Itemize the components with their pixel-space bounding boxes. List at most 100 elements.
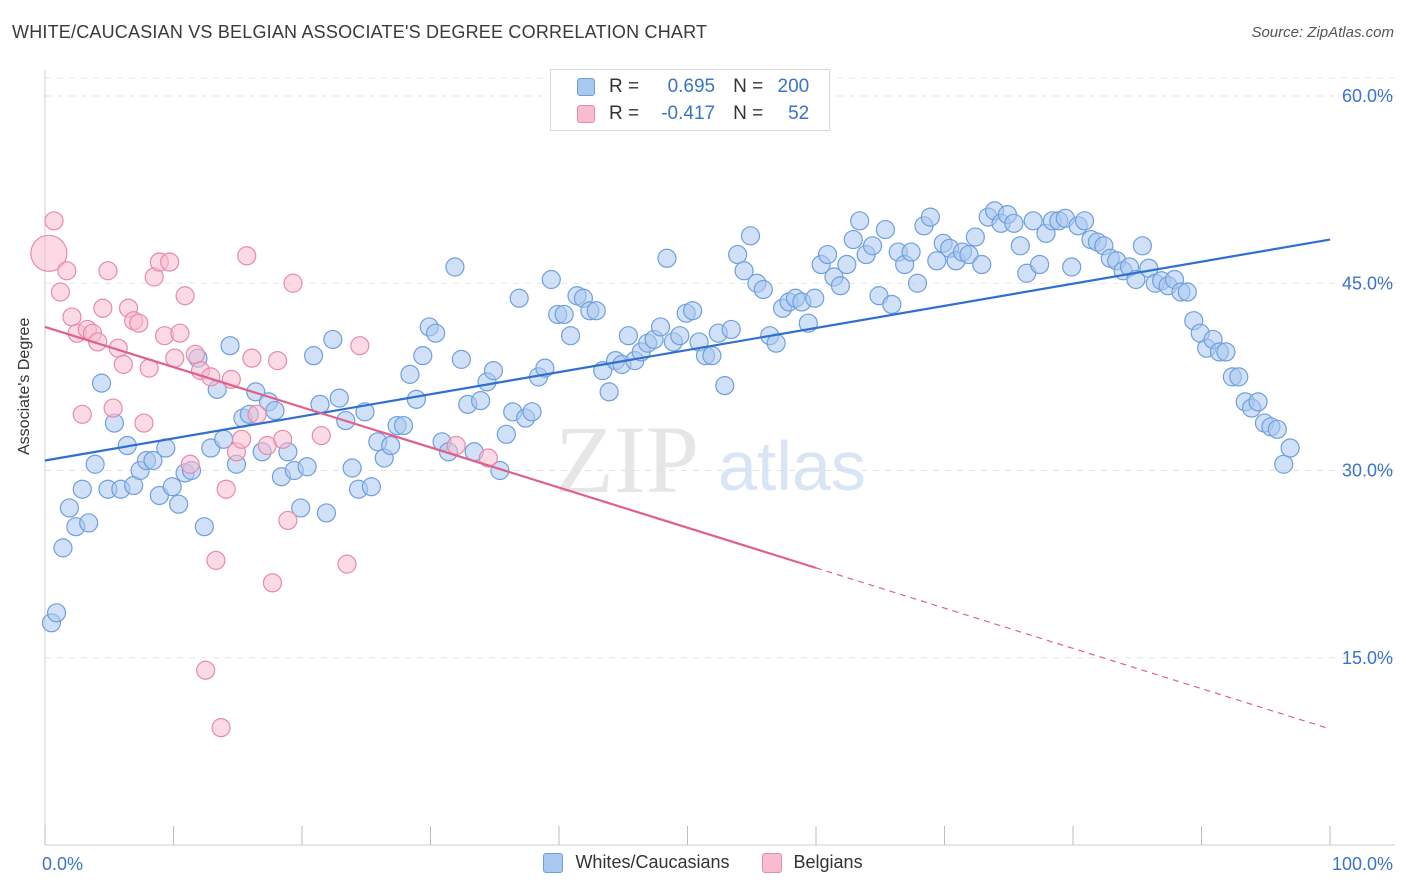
trend-line-belgians-extrapolated [815,567,1331,730]
watermark-atlas: atlas [718,427,866,505]
legend-label-belgians: Belgians [793,852,863,872]
legend-swatch-belgians [761,852,782,873]
white-point [1248,392,1268,412]
belgian-point [134,413,154,433]
belgian-point [267,351,288,371]
white-point [265,400,285,421]
white-point [650,317,671,337]
white-point [1132,236,1152,256]
belgian-point [350,336,370,356]
legend-swatch-belgians [577,105,595,123]
white-point [837,254,857,275]
white-point [702,346,722,366]
white-point [1029,254,1050,275]
belgian-point [88,332,108,352]
white-point [143,450,163,471]
belgian-point [196,660,216,680]
belgian-point [180,454,200,474]
white-point [920,207,940,227]
white-point [361,477,381,497]
white-point [586,301,606,321]
belgian-point [175,286,195,306]
white-point [413,346,433,366]
white-point [1274,454,1294,474]
white-point [721,319,741,340]
belgian-point [206,550,226,570]
white-point [445,257,465,277]
white-point [53,538,73,558]
legend-n-label: N = [733,76,764,97]
white-point [400,364,420,384]
y-tick-label: 45.0% [1342,273,1393,293]
white-point [927,251,947,271]
white-point [1126,269,1146,290]
white-point [901,242,921,262]
white-point [220,336,240,356]
white-point [79,513,99,533]
white-point [522,402,542,422]
belgian-point [30,234,68,272]
white-point [406,389,426,409]
white-point [490,460,510,481]
white-point [618,326,638,346]
white-point [753,279,773,300]
belgian-point [62,307,82,327]
white-point [483,361,504,381]
belgian-point [311,425,331,446]
legend-n-value: 200 [777,76,810,97]
trend-line-whites [44,238,1331,462]
legend-swatch-whites [577,78,595,96]
belgian-point [72,404,92,424]
white-point [535,358,555,378]
white-point [740,226,761,246]
belgian-point [232,429,252,449]
belgian-point [129,313,149,333]
white-point [1229,367,1249,387]
white-point [303,346,324,366]
legend-r-label: R = [609,103,640,124]
white-point [817,244,838,265]
belgian-point [57,261,77,281]
belgian-point [103,398,123,418]
white-point [1004,213,1024,233]
white-point [169,494,189,514]
legend-r-label: R = [609,76,640,97]
white-point [805,288,825,308]
belgian-point [262,573,283,593]
white-point [1062,257,1082,277]
x-tick-label: 0.0% [42,854,83,874]
white-point [1216,342,1236,362]
legend-n-value: 52 [788,103,810,124]
y-tick-label: 60.0% [1342,86,1393,106]
y-tick-label: 30.0% [1342,461,1393,481]
belgian-point [185,344,205,365]
white-point [715,376,735,396]
legend-r-value: -0.417 [661,103,716,124]
belgian-point [50,282,71,302]
chart-source: Source: ZipAtlas.com [1251,24,1394,41]
legend-row-belgians: R = -0.417 N = 52 [577,100,809,128]
belgian-point [98,261,118,281]
belgian-point [237,246,257,266]
belgian-point [160,252,180,272]
white-point [959,244,979,265]
white-point [496,424,516,444]
white-point [91,373,112,393]
watermark-zip: ZIP [555,406,699,513]
white-point [1177,282,1197,302]
trend-line-belgians [44,325,817,569]
white-point [1280,438,1300,458]
white-point [1023,211,1043,231]
legend-n-label: N = [733,103,764,124]
belgian-point [93,298,113,318]
white-point [426,323,446,343]
white-point [670,326,690,346]
white-point [316,503,337,523]
legend-item-whites: Whites/Caucasians [543,852,730,873]
white-point [850,211,870,231]
white-point [381,435,401,456]
belgian-point [273,429,293,449]
legend-item-belgians: Belgians [761,852,863,873]
white-point [1010,236,1030,256]
white-point [509,288,529,308]
